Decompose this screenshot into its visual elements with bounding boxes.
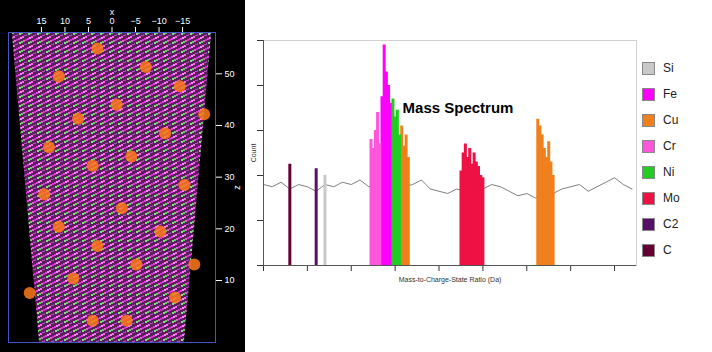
html-text:C: C [663,243,672,257]
html-text:Cr: Cr [663,139,676,153]
svg-text:Mass Spectrum: Mass Spectrum [403,99,514,116]
svg-text:−10: −10 [151,16,166,26]
svg-text:20: 20 [225,224,235,234]
svg-text:z: z [232,185,242,190]
svg-text:−5: −5 [130,16,140,26]
svg-text:Mass-to-Charge-State Ratio (Da: Mass-to-Charge-State Ratio (Da) [399,276,502,284]
svg-text:0: 0 [109,16,114,26]
svg-text:Count: Count [250,144,257,163]
svg-text:40: 40 [225,120,235,130]
html-text:Cu: Cu [663,113,679,127]
svg-text:10: 10 [225,275,235,285]
html-text:Ni: Ni [663,165,675,179]
html-text:Fe: Fe [663,87,677,101]
svg-text:5: 5 [86,16,91,26]
svg-text:50: 50 [225,69,235,79]
html-text:Si: Si [663,61,674,75]
svg-text:10: 10 [60,16,70,26]
html-text:Mo: Mo [663,191,680,205]
svg-text:30: 30 [225,172,235,182]
svg-text:x: x [110,7,115,17]
svg-text:15: 15 [36,16,46,26]
html-text:C2: C2 [663,217,679,231]
svg-text:−15: −15 [175,16,190,26]
